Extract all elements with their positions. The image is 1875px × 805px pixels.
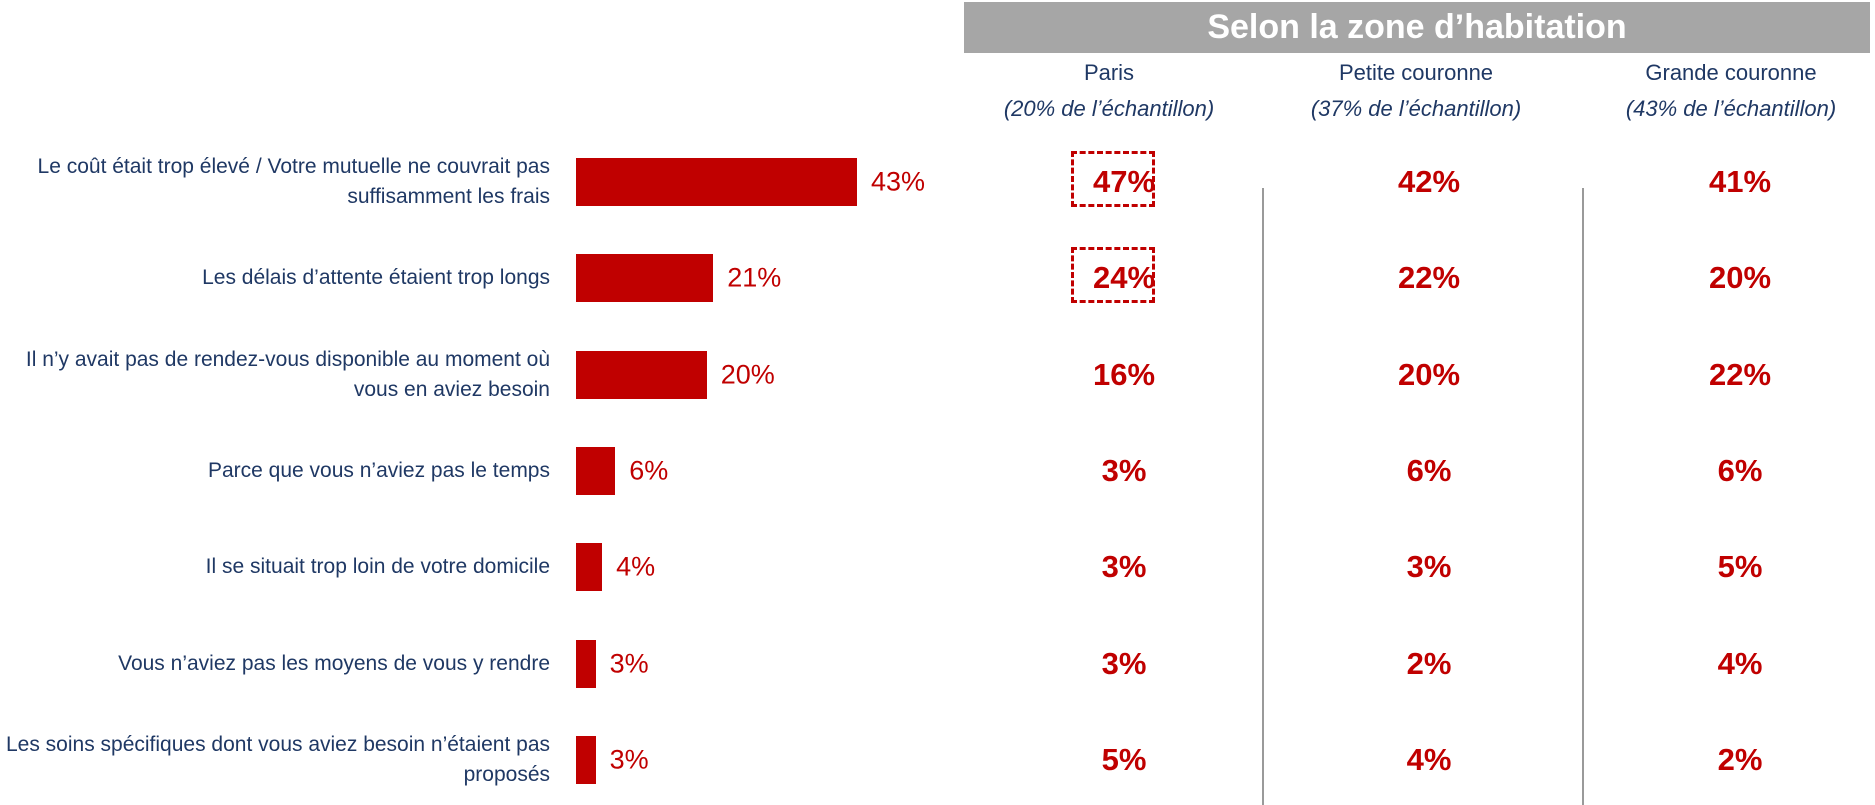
highlight-box — [1071, 151, 1155, 207]
table-value: 47% — [1092, 164, 1156, 199]
bar — [576, 158, 857, 206]
bar — [576, 446, 616, 495]
table-value: 6% — [1406, 452, 1452, 488]
table-value: 16% — [1092, 356, 1156, 392]
table-value: 5% — [1717, 549, 1763, 585]
category-label: Parce que vous n’aviez pas le temps — [207, 458, 550, 482]
value-label: 3% — [609, 744, 649, 775]
bar — [576, 735, 596, 784]
category-label: Il se situait trop loin de votre domicil… — [205, 555, 550, 579]
table-value: 4% — [1717, 645, 1763, 681]
category-label: Le coût était trop élevé / Votre mutuell… — [37, 155, 550, 208]
column-name: Grande couronne — [1645, 60, 1817, 85]
category-label: Les soins spécifiques dont vous aviez be… — [5, 732, 550, 786]
column-divider — [1262, 188, 1264, 805]
table-value: 6% — [1717, 452, 1763, 488]
category-label: Les délais d’attente étaient trop longs — [202, 266, 550, 290]
table-value: 5% — [1101, 741, 1147, 777]
category-label: Vous n’aviez pas les moyens de vous y re… — [118, 651, 550, 675]
table-value: 3% — [1101, 645, 1147, 681]
column-note: (43% de l’échantillon) — [1625, 96, 1837, 121]
table-value: 22% — [1708, 356, 1772, 392]
value-label: 3% — [609, 648, 649, 678]
value-label: 6% — [629, 455, 669, 486]
column-divider — [1582, 188, 1584, 805]
table-value: 2% — [1406, 645, 1452, 681]
category-label: Il n’y avait pas de rendez-vous disponib… — [25, 347, 550, 401]
bar — [576, 254, 714, 303]
table-value: 3% — [1406, 549, 1452, 585]
column-note: (20% de l’échantillon) — [1003, 96, 1215, 121]
column-name: Paris — [1083, 60, 1135, 85]
bar — [576, 639, 596, 688]
table-value: 3% — [1101, 549, 1147, 585]
value-label: 20% — [720, 359, 775, 390]
table-value: 22% — [1397, 260, 1461, 296]
value-label: 4% — [616, 551, 656, 582]
value-label: 43% — [871, 166, 926, 197]
table-value: 2% — [1717, 741, 1763, 777]
table-value: 3% — [1101, 452, 1147, 488]
bar — [576, 543, 603, 592]
table-value: 42% — [1397, 164, 1461, 199]
table-title: Selon la zone d’habitation — [964, 2, 1870, 53]
table-value: 24% — [1092, 260, 1156, 296]
highlight-box — [1071, 247, 1155, 304]
column-note: (37% de l’échantillon) — [1310, 96, 1522, 121]
column-name: Petite couronne — [1338, 60, 1494, 85]
bar — [576, 350, 707, 399]
table-value: 20% — [1708, 260, 1772, 296]
table-value: 41% — [1708, 164, 1772, 199]
value-label: 21% — [727, 262, 782, 293]
table-value: 4% — [1406, 741, 1452, 777]
table-value: 20% — [1397, 356, 1461, 392]
